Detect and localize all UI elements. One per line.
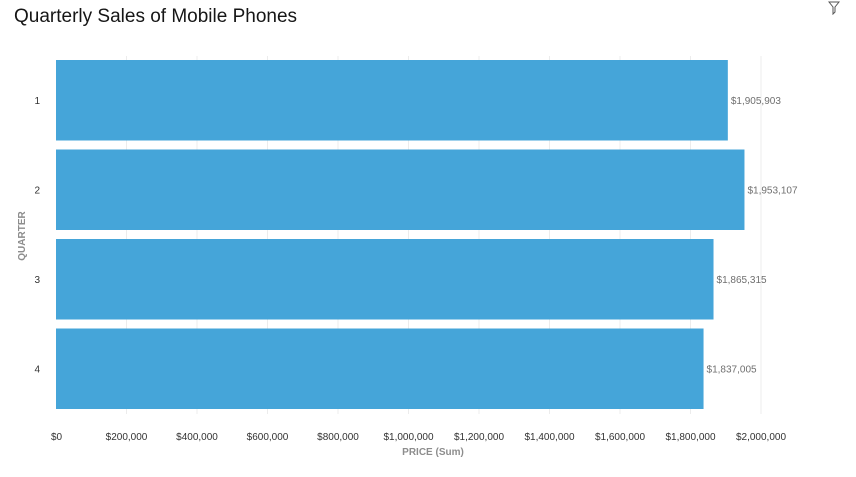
data-label: $1,953,107 (747, 185, 797, 196)
bars (56, 60, 745, 410)
data-label: $1,905,903 (731, 96, 781, 107)
y-tick-label: 4 (34, 364, 40, 375)
y-axis-title: QUARTER (17, 211, 28, 261)
bar-quarter-1[interactable] (56, 60, 728, 141)
y-tick-label: 1 (34, 96, 40, 107)
bar-quarter-4[interactable] (56, 328, 704, 410)
x-tick-label: $1,600,000 (595, 432, 645, 443)
filter-icon[interactable] (828, 1, 840, 15)
data-labels: $1,905,903 $1,953,107 $1,865,315 $1,837,005 (707, 96, 798, 376)
x-tick-label: $1,800,000 (665, 432, 715, 443)
data-label: $1,865,315 (717, 275, 767, 286)
x-tick-label: $400,000 (176, 432, 218, 443)
y-tick-label: 2 (34, 185, 40, 196)
x-tick-label: $200,000 (106, 432, 148, 443)
y-tick-labels: 1 2 3 4 (34, 96, 40, 376)
data-label: $1,837,005 (707, 364, 757, 375)
x-axis-title: PRICE (Sum) (402, 447, 464, 458)
x-tick-label: $1,000,000 (383, 432, 433, 443)
x-tick-labels: $0 $200,000 $400,000 $600,000 $800,000 $1,000… (51, 432, 786, 443)
x-tick-label: $2,000,000 (736, 432, 786, 443)
x-tick-label: $1,200,000 (454, 432, 504, 443)
x-tick-label: $600,000 (247, 432, 289, 443)
x-tick-label: $0 (51, 432, 63, 443)
x-tick-label: $1,400,000 (524, 432, 574, 443)
x-tick-label: $800,000 (317, 432, 359, 443)
chart-title: Quarterly Sales of Mobile Phones (14, 6, 298, 27)
bar-quarter-3[interactable] (56, 239, 714, 320)
bar-quarter-2[interactable] (56, 149, 745, 231)
y-tick-label: 3 (34, 275, 40, 286)
